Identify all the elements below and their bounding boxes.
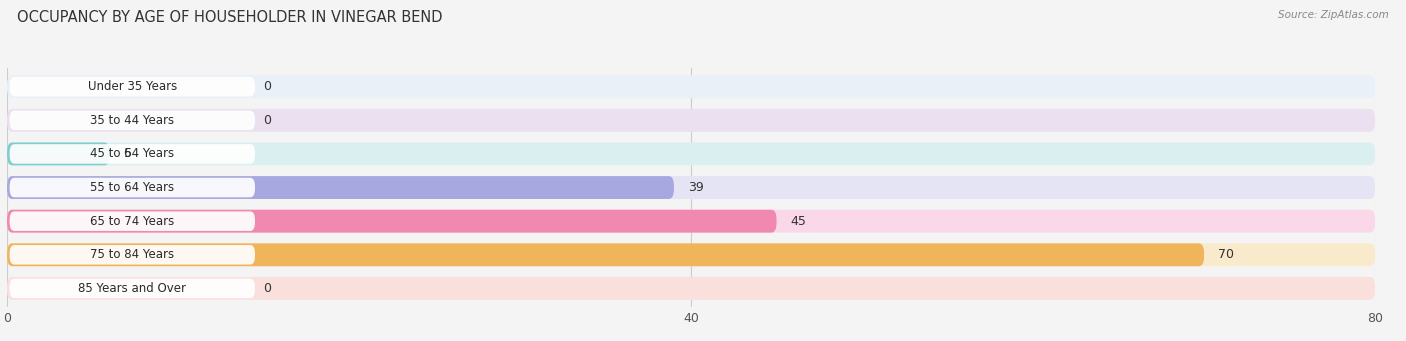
FancyBboxPatch shape [10,110,254,130]
Text: 6: 6 [124,147,131,160]
FancyBboxPatch shape [10,144,254,164]
FancyBboxPatch shape [7,176,1375,199]
Text: 45: 45 [790,215,806,228]
Text: 0: 0 [263,80,271,93]
FancyBboxPatch shape [7,277,1375,300]
FancyBboxPatch shape [7,109,1375,132]
Text: OCCUPANCY BY AGE OF HOUSEHOLDER IN VINEGAR BEND: OCCUPANCY BY AGE OF HOUSEHOLDER IN VINEG… [17,10,443,25]
FancyBboxPatch shape [7,143,110,165]
FancyBboxPatch shape [10,178,254,197]
FancyBboxPatch shape [7,243,1204,266]
Text: 70: 70 [1218,248,1233,261]
Text: 85 Years and Over: 85 Years and Over [79,282,186,295]
Text: 0: 0 [263,282,271,295]
Text: Source: ZipAtlas.com: Source: ZipAtlas.com [1278,10,1389,20]
FancyBboxPatch shape [7,210,776,233]
FancyBboxPatch shape [7,75,1375,98]
Text: 75 to 84 Years: 75 to 84 Years [90,248,174,261]
Text: 65 to 74 Years: 65 to 74 Years [90,215,174,228]
Text: 45 to 54 Years: 45 to 54 Years [90,147,174,160]
Text: 0: 0 [263,114,271,127]
Text: 55 to 64 Years: 55 to 64 Years [90,181,174,194]
FancyBboxPatch shape [7,210,1375,233]
FancyBboxPatch shape [10,279,254,298]
FancyBboxPatch shape [10,77,254,97]
Text: 39: 39 [688,181,703,194]
Text: 35 to 44 Years: 35 to 44 Years [90,114,174,127]
FancyBboxPatch shape [7,176,673,199]
FancyBboxPatch shape [7,243,1375,266]
Text: Under 35 Years: Under 35 Years [87,80,177,93]
FancyBboxPatch shape [10,245,254,265]
FancyBboxPatch shape [7,143,1375,165]
FancyBboxPatch shape [10,211,254,231]
